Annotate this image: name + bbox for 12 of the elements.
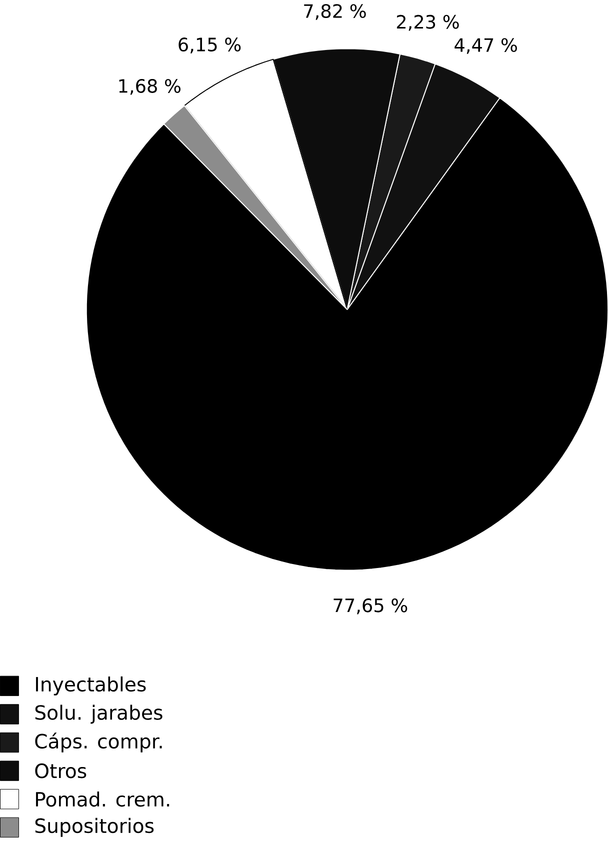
data-label: 4,47 % — [454, 38, 518, 54]
legend-label: Supositorios — [36, 818, 154, 837]
legend-label: Solu. jarabes — [36, 704, 163, 724]
legend-label: Cáps. compr. — [35, 732, 162, 752]
data-label: 7,82 % — [304, 4, 366, 20]
legend-label: Otros — [35, 763, 86, 778]
legend-label: Pomad. crem. — [36, 792, 170, 807]
data-label: 2,23 % — [397, 14, 460, 31]
data-label: 77,65 % — [334, 598, 408, 614]
legend-label: Inyectables — [36, 676, 146, 696]
data-label: 6,15 % — [178, 38, 241, 54]
data-label: 1,68 % — [120, 79, 181, 95]
